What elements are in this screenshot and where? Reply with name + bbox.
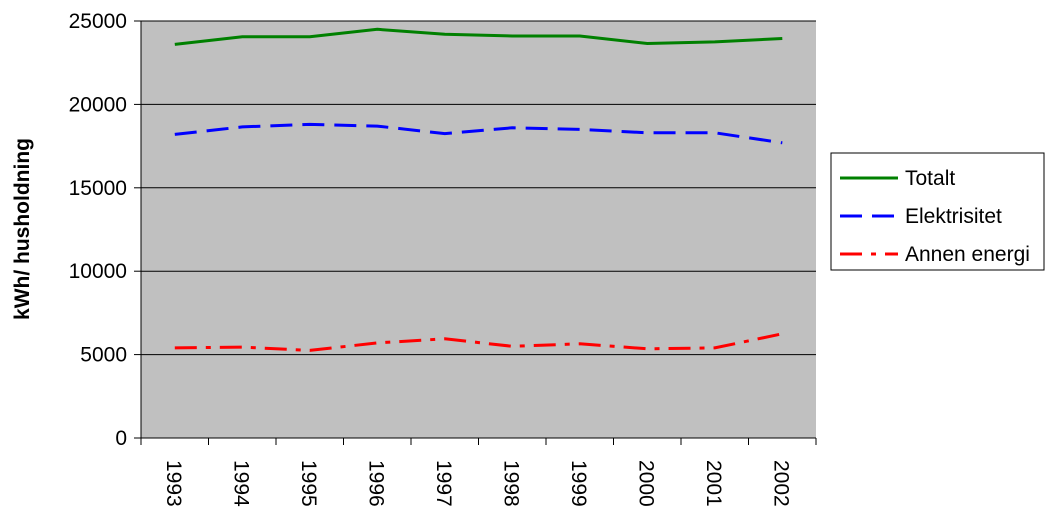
x-tick-label: 1998: [499, 460, 522, 507]
x-tick-label: 1995: [297, 460, 320, 507]
x-tick-labels: 1993 1994 1995 1996 1997 1998 1999 2000 2001 2002: [162, 460, 793, 507]
y-tick-label: 10000: [69, 260, 127, 283]
legend-label: Annen energi: [905, 243, 1030, 266]
x-tick-label: 1994: [229, 460, 252, 507]
series-line-0: [174, 27, 783, 46]
x-tick-label: 1997: [432, 460, 455, 507]
y-axis-title: kWh/ husholdning: [11, 138, 34, 320]
y-tick-label: 15000: [69, 177, 127, 200]
x-tick-label: 1999: [567, 460, 590, 507]
series-line-2: [174, 332, 783, 352]
x-tick-label: 1993: [162, 460, 185, 507]
y-tick-label: 25000: [69, 10, 127, 33]
x-tick-label: 2002: [769, 460, 792, 507]
series-line-1: [174, 122, 783, 145]
x-tick-label: 2000: [634, 460, 657, 507]
legend: Totalt Elektrisitet Annen energi: [830, 152, 1045, 271]
legend-label: Totalt: [905, 167, 955, 190]
y-tick-label: 0: [115, 427, 127, 450]
axes: [134, 20, 817, 445]
series-lines: [174, 27, 783, 352]
plot-area: [141, 21, 816, 438]
y-tick-label: 5000: [80, 344, 127, 367]
legend-label: Elektrisitet: [905, 205, 1002, 228]
legend-box: [830, 152, 1045, 271]
x-tick-label: 2001: [702, 460, 725, 507]
y-tick-labels: 0 5000 10000 15000 20000 25000: [69, 10, 127, 450]
x-tick-label: 1996: [364, 460, 387, 507]
y-tick-label: 20000: [69, 93, 127, 116]
gridlines: [141, 20, 816, 356]
